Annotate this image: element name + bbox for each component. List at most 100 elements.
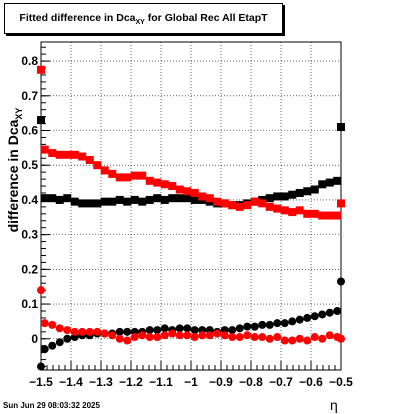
data-point-square (70, 197, 79, 206)
data-point-circle (318, 334, 327, 343)
data-point-circle (115, 334, 124, 343)
data-point-square (100, 197, 109, 206)
data-point-square (63, 194, 72, 203)
svg-text:difference in DcaXY: difference in DcaXY (5, 108, 24, 233)
data-point-circle (220, 331, 229, 340)
data-point-square (333, 176, 342, 185)
data-point-square (115, 173, 124, 182)
data-point-square (175, 194, 184, 203)
data-point-circle (85, 327, 94, 336)
title-box: Fitted difference in DcaXY for Global Re… (4, 3, 283, 34)
data-point-square (138, 171, 147, 180)
data-point-circle (183, 331, 192, 340)
data-point-circle (280, 319, 289, 328)
data-point-circle (153, 333, 162, 342)
data-point-square (220, 199, 229, 208)
data-point-circle (295, 334, 304, 343)
data-point-square (250, 197, 259, 206)
title-subscript: XY (135, 19, 145, 26)
data-point-circle (55, 324, 64, 333)
data-point-square (280, 192, 289, 201)
data-point-square (303, 209, 312, 218)
data-point-circle (153, 326, 162, 335)
data-point-square (168, 182, 177, 191)
x-tick-label: −1.1 (149, 375, 173, 389)
data-point-square (310, 209, 319, 218)
data-point-circle (243, 331, 252, 340)
data-point-square (55, 195, 64, 204)
y-tick-label: 0.1 (21, 297, 38, 311)
data-point-square (295, 206, 304, 215)
data-markers (37, 65, 345, 371)
data-point-square (235, 202, 244, 211)
data-point-square (190, 195, 199, 204)
data-point-circle (243, 322, 252, 331)
data-point-square (40, 194, 49, 203)
x-tick-label: −1.5 (29, 375, 53, 389)
data-point-circle (37, 362, 45, 371)
data-point-square (145, 176, 154, 185)
data-point-circle (160, 331, 169, 340)
y-tick-label: 0.4 (21, 193, 38, 207)
data-point-square (145, 195, 154, 204)
x-tick-label: −0.6 (299, 375, 323, 389)
data-point-circle (37, 286, 45, 295)
data-point-square (288, 208, 297, 217)
data-point-square (273, 192, 282, 201)
data-point-square (108, 169, 117, 178)
data-point-square (190, 188, 199, 197)
data-point-circle (288, 336, 297, 345)
data-point-square (160, 195, 169, 204)
y-tick-label: 0.3 (21, 228, 38, 242)
data-point-circle (337, 334, 345, 343)
data-point-circle (325, 331, 334, 340)
data-point-circle (318, 310, 327, 319)
data-point-circle (160, 324, 169, 333)
data-point-square (337, 199, 345, 208)
data-point-circle (213, 329, 222, 338)
data-point-circle (273, 319, 282, 328)
data-point-circle (280, 336, 289, 345)
data-point-square (303, 187, 312, 196)
data-point-square (258, 199, 267, 208)
data-point-square (85, 156, 94, 165)
data-point-circle (123, 327, 132, 336)
data-point-circle (138, 331, 147, 340)
data-point-circle (190, 326, 199, 335)
data-point-circle (78, 327, 87, 336)
chart-title: Fitted difference in DcaXY for Global Re… (19, 12, 268, 26)
data-point-square (108, 197, 117, 206)
data-point-square (318, 211, 327, 220)
data-point-circle (250, 322, 259, 331)
data-point-circle (288, 317, 297, 326)
data-point-circle (258, 333, 267, 342)
data-point-square (265, 194, 274, 203)
data-point-square (333, 211, 342, 220)
data-point-square (318, 180, 327, 189)
data-point-circle (303, 336, 312, 345)
data-point-circle (310, 312, 319, 321)
y-tick-label: 0.6 (21, 124, 38, 138)
data-point-square (138, 197, 147, 206)
data-point-square (160, 180, 169, 189)
data-point-square (55, 150, 64, 159)
data-point-square (288, 190, 297, 199)
x-tick-label: −0.5 (329, 375, 353, 389)
x-tick-label: −0.8 (239, 375, 263, 389)
data-point-square (280, 206, 289, 215)
data-point-square (168, 194, 177, 203)
data-point-square (213, 197, 222, 206)
data-point-circle (258, 320, 267, 329)
data-point-square (228, 201, 237, 210)
data-point-square (93, 161, 102, 170)
data-point-square (310, 185, 319, 194)
data-point-circle (310, 333, 319, 342)
data-point-circle (205, 331, 214, 340)
data-point-square (295, 188, 304, 197)
data-point-square (123, 173, 132, 182)
data-point-circle (70, 327, 79, 336)
data-point-square (273, 204, 282, 213)
data-point-circle (100, 329, 109, 338)
data-point-circle (93, 327, 102, 336)
